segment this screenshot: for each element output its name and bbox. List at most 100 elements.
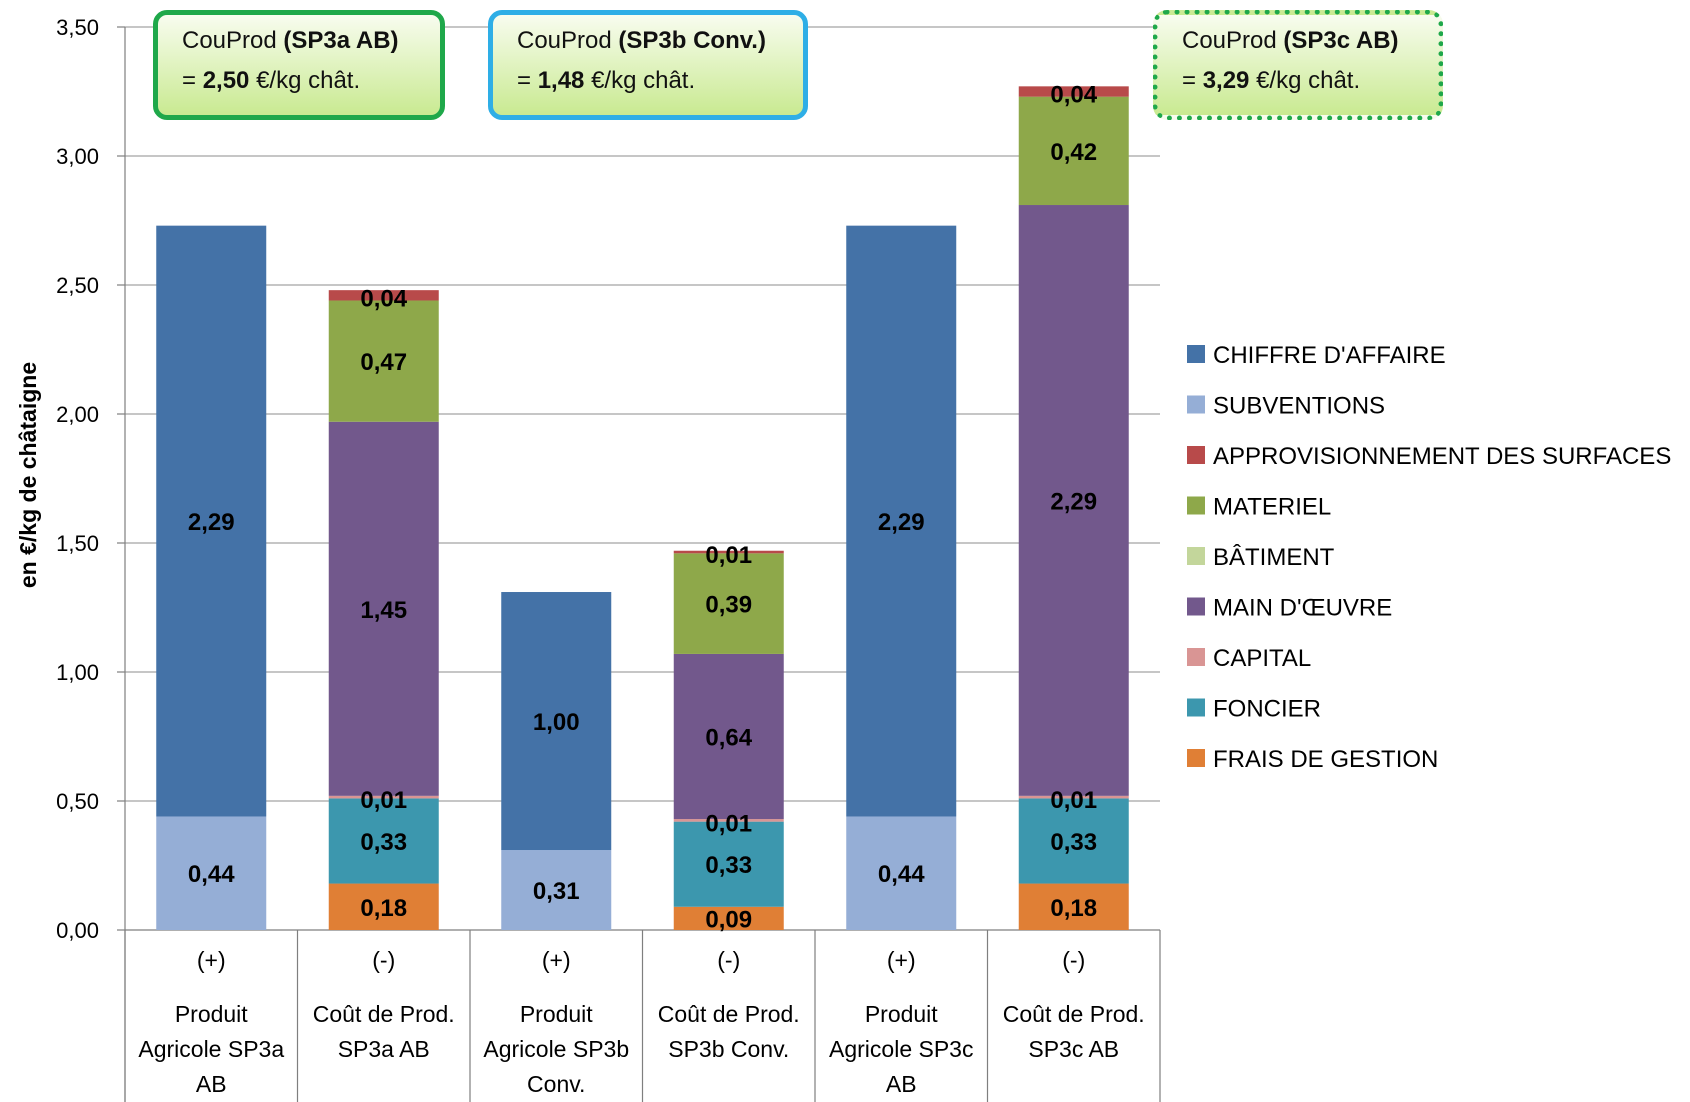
category-label-line: Agricole SP3c [829,1036,973,1062]
callout-sp3b: CouProd (SP3b Conv.) = 1,48 €/kg chât. [488,10,808,120]
data-label-approvisionnement-des-surfaces: 0,04 [1050,82,1097,109]
gridlines [125,26,1160,802]
category-label-line: Coût de Prod. [1003,1001,1145,1027]
category-label-line: Coût de Prod. [658,1001,800,1027]
data-label-frais-de-gestion: 0,18 [1050,895,1097,922]
legend-swatch-approvisionnement-des-surfaces [1187,446,1205,464]
callout-sp3a: CouProd (SP3a AB) = 2,50 €/kg chât. [153,10,445,120]
data-label-approvisionnement-des-surfaces: 0,04 [360,285,407,312]
bar-subventions [501,850,612,930]
bar-approvisionnement-des-surfaces [673,550,784,554]
bar-foncier [1018,798,1129,884]
axes: 0,00 0,50 1,00 1,50 2,00 2,50 3,00 3,50 [56,15,1161,1102]
bar-frais-de-gestion [1018,883,1129,930]
y-tick-label: 2,00 [56,402,99,427]
bar-capital [328,795,439,799]
bar-foncier [328,798,439,884]
category-label-line: Agricole SP3a [138,1036,284,1062]
y-tick-label: 1,00 [56,660,99,685]
category-label-line: AB [886,1071,917,1097]
legend-label-frais-de-gestion: FRAIS DE GESTION [1213,746,1438,773]
data-label-capital: 0,01 [1050,787,1097,814]
data-label-capital: 0,01 [705,810,752,837]
bar-approvisionnement-des-surfaces [1018,86,1129,97]
legend-swatch-capital [1187,648,1205,666]
data-label-subventions: 0,31 [533,878,580,905]
bar-frais-de-gestion [673,906,784,930]
bar-capital [1018,795,1129,799]
callout-sp3a-line1: CouProd (SP3a AB) [182,27,399,54]
legend-label-foncier: FONCIER [1213,696,1321,723]
data-label-materiel: 0,39 [705,592,752,619]
legend-swatch-subventions [1187,395,1205,414]
callout-sp3b-line1: CouProd (SP3b Conv.) [517,27,766,54]
category-label-line: Produit [175,1001,248,1027]
bar-capital [673,819,784,822]
category-label-line: Produit [865,1001,938,1027]
y-tick-label: 3,50 [56,15,99,40]
y-tick-label: 3,00 [56,144,99,169]
legend: CHIFFRE D'AFFAIRE SUBVENTIONS APPROVISIONN… [1187,342,1671,773]
category-sign: (+) [197,947,226,973]
callout-sp3c-line1: CouProd (SP3c AB) [1182,27,1399,54]
bar-materiel [328,300,439,422]
bar-approvisionnement-des-surfaces [328,290,439,301]
x-axis-categories: (+) Produit Agricole SP3a AB (-) Coût de Prod… [138,947,1144,1097]
legend-swatch-b-timent [1187,547,1205,565]
category-label-line: AB [196,1071,227,1097]
category-label-line: Coût de Prod. [313,1001,455,1027]
bar-materiel [673,553,784,654]
category-label-line: SP3b Conv. [668,1036,789,1062]
callout-sp3c-line2: = 3,29 €/kg chât. [1182,67,1361,94]
data-label-chiffre-d-affaire: 2,29 [878,509,925,536]
data-label-chiffre-d-affaire: 2,29 [188,509,235,536]
bar-chiffre-d-affaire [501,592,612,851]
y-axis-label: en €/kg de châtaigne [15,362,41,588]
bar-materiel [1018,96,1129,206]
legend-label-chiffre-d-affaire: CHIFFRE D'AFFAIRE [1213,342,1446,369]
bar-main-d-uvre [673,653,784,820]
bar-main-d-uvre [328,421,439,796]
data-label-foncier: 0,33 [1050,829,1097,856]
data-label-subventions: 0,44 [878,861,925,888]
data-label-subventions: 0,44 [188,861,235,888]
data-label-capital: 0,01 [360,787,407,814]
data-label-materiel: 0,47 [360,349,407,376]
category-label-line: SP3a AB [338,1036,430,1062]
bar-chiffre-d-affaire [846,225,957,817]
category-sign: (-) [372,947,395,973]
data-label-chiffre-d-affaire: 1,00 [533,709,580,736]
data-labels: 0,18 0,09 0,18 0,33 0,33 0,33 0,01 0,01 0,01 1,45… [188,82,1098,934]
data-label-main-d-uvre: 1,45 [360,597,407,624]
category-sign: (+) [542,947,571,973]
bar-chiffre-d-affaire [156,225,267,817]
data-label-main-d-uvre: 2,29 [1050,488,1097,515]
legend-label-main-d-uvre: MAIN D'ŒUVRE [1213,595,1392,622]
category-sign: (+) [887,947,916,973]
y-tick-label: 2,50 [56,273,99,298]
y-tick-label: 0,00 [56,918,99,943]
bar-frais-de-gestion [328,883,439,930]
category-label-line: Agricole SP3b [483,1036,629,1062]
legend-swatch-foncier [1187,698,1205,717]
category-label-line: Produit [520,1001,593,1027]
data-label-frais-de-gestion: 0,18 [360,895,407,922]
category-label-line: Conv. [527,1071,585,1097]
callout-sp3a-line2: = 2,50 €/kg chât. [182,67,361,94]
bars [156,86,1129,930]
data-label-foncier: 0,33 [705,852,752,879]
data-label-materiel: 0,42 [1050,139,1097,166]
legend-swatch-materiel [1187,496,1205,515]
legend-swatch-main-d-uvre [1187,597,1205,616]
legend-label-approvisionnement-des-surfaces: APPROVISIONNEMENT DES SURFACES [1213,443,1671,470]
bar-subventions [156,816,267,930]
data-label-main-d-uvre: 0,64 [705,725,752,752]
callout-sp3c: CouProd (SP3c AB) = 3,29 €/kg chât. [1153,10,1443,120]
y-tick-label: 1,50 [56,531,99,556]
bar-main-d-uvre [1018,205,1129,796]
data-label-approvisionnement-des-surfaces: 0,01 [705,542,752,569]
data-label-foncier: 0,33 [360,829,407,856]
y-tick-label: 0,50 [56,789,99,814]
category-label-line: SP3c AB [1028,1036,1119,1062]
bar-subventions [846,816,957,930]
